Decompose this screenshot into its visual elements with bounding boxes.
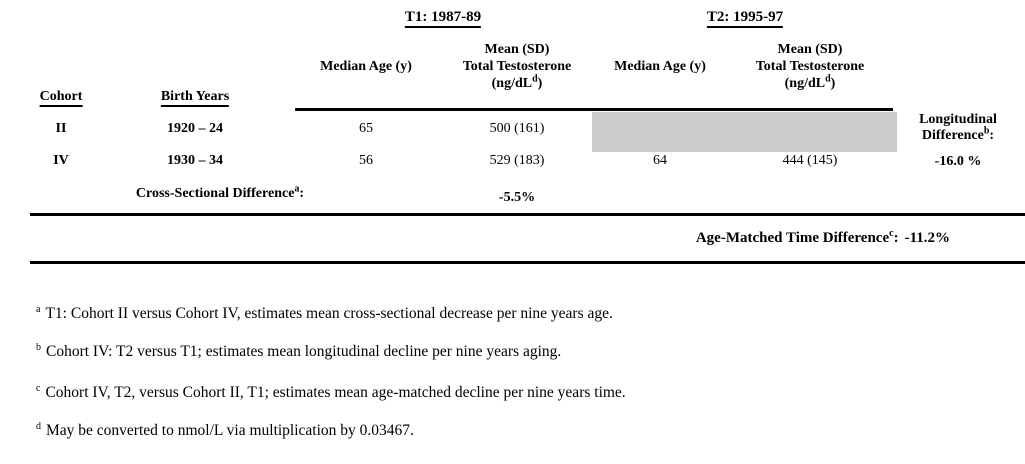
cross-sectional-difference-value: -5.5%	[498, 190, 536, 205]
longitudinal-difference-label: Longitudinal Differenceb:	[919, 112, 997, 144]
age-matched-difference-value: -11.2%	[904, 230, 950, 246]
col-header-t1-mean-line2: Total Testosterone	[462, 59, 572, 74]
longitudinal-difference-label-line1: Longitudinal	[919, 112, 997, 127]
mid-rule	[30, 213, 1025, 216]
col-header-t2-mean-sd: Mean (SD) Total Testosterone (ng/dLd)	[756, 41, 865, 92]
shaded-no-data-cell	[592, 112, 897, 152]
col-header-cohort: Cohort	[39, 88, 83, 107]
bottom-rule	[30, 261, 1025, 264]
footnote-a-text: T1: Cohort II versus Cohort IV, estimate…	[45, 305, 613, 322]
period-header-t2: T2: 1995-97	[706, 8, 784, 28]
cell-row2-t1-mean-sd: 529 (183)	[489, 153, 545, 168]
footnote-c: c Cohort IV, T2, versus Cohort II, T1; es…	[36, 383, 626, 402]
longitudinal-difference-label-line2: Differenceb:	[921, 125, 995, 143]
longitudinal-difference-value: -16.0 %	[934, 154, 982, 169]
col-header-t2-mean-line1: Mean (SD)	[777, 42, 843, 57]
col-header-t1-median-age: Median Age (y)	[320, 59, 412, 74]
col-header-t1-mean-line1: Mean (SD)	[484, 42, 550, 57]
footnote-a: a T1: Cohort II versus Cohort IV, estimat…	[36, 304, 613, 323]
cross-sectional-difference-label: Cross-Sectional Differencea:	[135, 183, 305, 201]
col-header-t2-mean-unit: (ng/dLd)	[784, 73, 836, 91]
cell-row1-cohort: II	[55, 121, 67, 136]
cell-row1-birth-years: 1920 – 24	[167, 121, 223, 136]
col-header-t1-mean-unit: (ng/dLd)	[491, 73, 543, 91]
footnote-b: b Cohort IV: T2 versus T1; estimates mean…	[36, 342, 561, 361]
cell-row1-t1-median-age: 65	[359, 121, 373, 136]
col-header-t2-mean-line2: Total Testosterone	[755, 59, 865, 74]
cell-row1-t1-mean-sd: 500 (161)	[489, 121, 545, 136]
col-header-t2-median-age: Median Age (y)	[614, 59, 706, 74]
header-rule	[295, 108, 893, 111]
footnote-b-marker: b	[36, 341, 41, 353]
col-header-t1-mean-sd: Mean (SD) Total Testosterone (ng/dLd)	[463, 41, 572, 92]
footnote-d: d May be converted to nmol/L via multipli…	[36, 421, 414, 440]
cell-row2-cohort: IV	[53, 153, 69, 168]
footnote-d-marker: d	[36, 420, 41, 432]
cell-row2-t1-median-age: 56	[359, 153, 373, 168]
period-header-t1: T1: 1987-89	[404, 8, 482, 28]
footnote-b-text: Cohort IV: T2 versus T1; estimates mean …	[46, 343, 562, 360]
footnote-c-text: Cohort IV, T2, versus Cohort II, T1; est…	[45, 384, 626, 401]
cell-row2-birth-years: 1930 – 34	[167, 153, 223, 168]
age-matched-difference: Age-Matched Time Differencec: -11.2%	[695, 228, 950, 247]
cell-row2-t2-median-age: 64	[653, 153, 667, 168]
footnote-a-marker: a	[36, 303, 41, 315]
footnote-d-text: May be converted to nmol/L via multiplic…	[46, 422, 414, 439]
col-header-birth-years: Birth Years	[160, 88, 230, 107]
cell-row2-t2-mean-sd: 444 (145)	[782, 153, 838, 168]
footnote-c-marker: c	[36, 382, 41, 394]
